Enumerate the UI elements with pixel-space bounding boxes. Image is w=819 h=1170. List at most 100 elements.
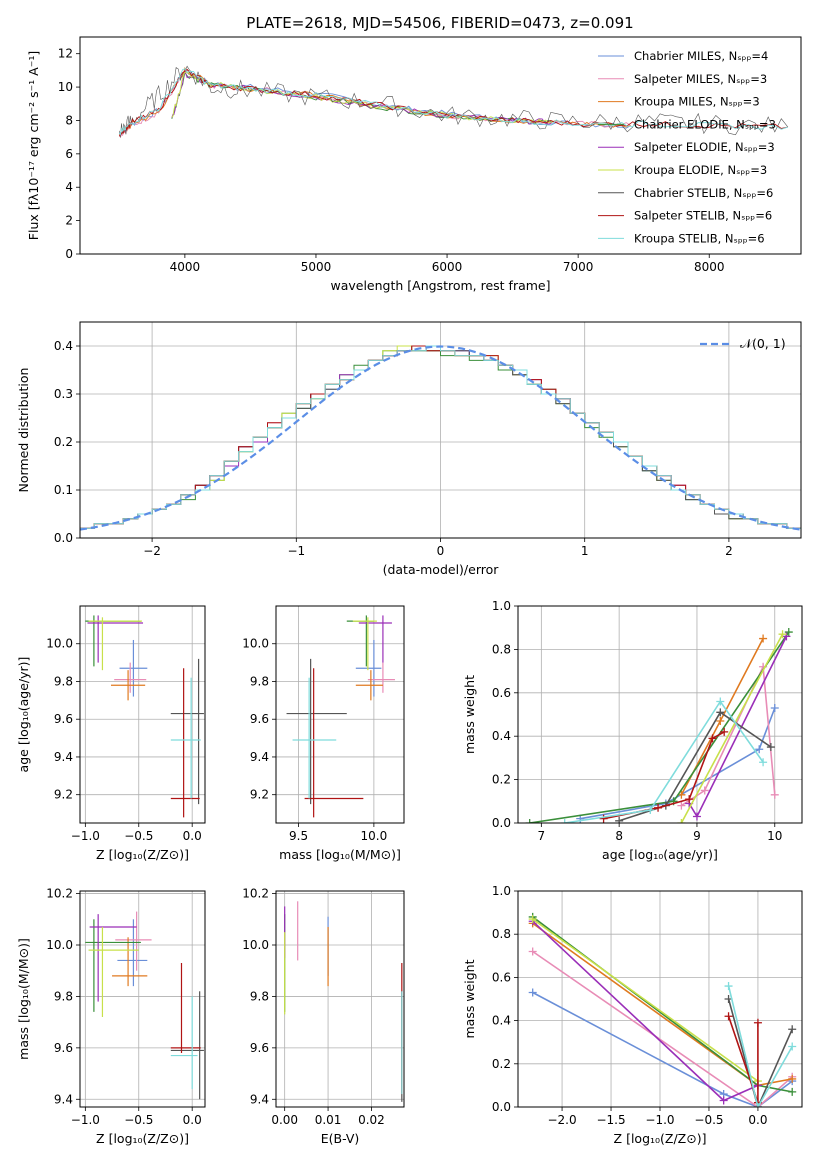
age-vs-mass-panel: 9.5 10.0 9.2 9.4 9.6 9.8 10.0 mass [log₁₀(M/M⊙)… [242,605,405,862]
y-tick-label: 4 [65,180,73,194]
x-tick-label: −1.0 [71,1113,100,1127]
weight-marker [685,795,694,804]
mass-vs-ebv-plot-area [284,901,403,1102]
y-tick-label: 9.2 [250,788,269,802]
y-tick-label: 0.6 [492,970,511,984]
y-tick-label: 0.3 [54,387,73,401]
histogram-kroupa-stelib [80,345,801,529]
axes-frame [517,605,803,824]
errorbar-point-chabrier-miles [355,639,382,697]
y-tick-label: 9.6 [54,712,73,726]
y-tick-label: 9.4 [54,750,73,764]
y-tick-label: 0.0 [492,816,511,830]
errorbar-point-chabrier-stelib [286,658,347,805]
weight-marker [753,1018,762,1027]
weight-marker [700,786,709,795]
x-axis-label: Z [log₁₀(Z/Z⊙)] [96,847,189,862]
errorbar-point-kroupa-miles [112,937,148,987]
y-tick-label: 10.2 [242,887,269,901]
legend-label: Kroupa MILES, Nₛₚₚ=3 [634,95,760,109]
age-vs-mass-plot-area [286,615,395,818]
y-axis-label: age [log₁₀(age/yr)] [16,657,31,773]
spectrum-plot-area [118,65,789,139]
weight-marker [615,816,624,823]
x-tick-label: 6000 [432,260,463,274]
weight-marker [724,982,733,991]
y-tick-label: 2 [65,214,73,228]
y-tick-label: 10.2 [46,887,73,901]
axes-frame [517,890,803,1108]
normal-reference-curve [80,345,801,531]
figure-title: PLATE=2618, MJD=54506, FIBERID=0473, z=0… [246,14,633,32]
weight-marker [646,805,655,814]
y-tick-label: 10 [58,80,73,94]
errorbar-point-kroupa-miles [355,670,383,701]
y-tick-label: 9.8 [250,674,269,688]
y-tick-label: 12 [58,47,73,61]
errorbar-point-kroupa-stelib [170,677,201,799]
y-tick-label: 0.2 [492,773,511,787]
weight-marker [692,812,701,821]
y-tick-label: 6 [65,147,73,161]
y-tick-label: 0.2 [492,1057,511,1071]
residuals-panel: −2 −1 0 1 2 0.0 0.1 0.2 0.3 0.4 (data-model)/error… [16,321,802,577]
legend-label: Chabrier MILES, Nₛₚₚ=4 [634,49,768,63]
errorbar-point-salpeter-stelib [304,668,364,818]
errorbar-point-salpeter-stelib [170,963,201,1053]
errorbar-point-kroupa-stelib [170,996,198,1089]
weight-marker [784,628,793,637]
spectrum-line-salpeter-stelib [118,68,788,137]
y-axis-label: mass [log₁₀(M/M⊙)] [16,938,31,1060]
y-tick-label: 9.2 [54,788,73,802]
weight-marker [716,697,725,706]
weight-marker [708,734,717,743]
y-tick-label: 9.8 [54,989,73,1003]
y-tick-label: 0.2 [54,435,73,449]
x-tick-label: 0.00 [271,1113,298,1127]
weight-marker [677,819,686,823]
errorbar-point-salpeter-miles [367,662,395,693]
y-tick-label: 0.4 [54,339,73,353]
x-tick-label: 1 [581,544,589,558]
weight-marker [719,1096,728,1105]
legend-label: Salpeter ELODIE, Nₛₚₚ=3 [634,140,775,154]
weight-series-chabrier-miles [528,988,797,1107]
y-tick-label: 0.0 [492,1100,511,1114]
legend-label: Kroupa ELODIE, Nₛₚₚ=3 [634,163,767,177]
x-tick-label: 0.0 [748,1113,767,1127]
x-tick-label: −0.5 [694,1113,723,1127]
x-tick-label: −1 [287,544,305,558]
errorbar-point-chabrier-stelib [170,991,204,1100]
y-tick-label: 10.0 [242,637,269,651]
weight-series-chabrier-miles [576,703,779,823]
y-axis-label: Normed distribution [16,368,31,493]
y-tick-label: 0 [65,247,73,261]
axes-frame [79,321,802,539]
legend-label: Kroupa STELIB, Nₛₚₚ=6 [634,231,765,245]
weight-marker [788,1025,797,1034]
x-tick-label: −0.5 [124,829,153,843]
weight-marker [724,1012,733,1021]
errorbar-point-chabrier-miles [117,919,148,987]
weight-marker [654,803,663,812]
weight-marker [599,814,608,823]
spectrum-panel: 4000 5000 6000 7000 8000 0 2 4 6 8 10 12 wavelength … [26,36,802,293]
y-tick-label: 10.0 [46,637,73,651]
y-tick-label: 0.4 [492,1014,511,1028]
weight-marker [716,708,725,717]
weight-series-kroupa-stelib [560,697,768,823]
y-tick-label: 9.6 [250,712,269,726]
legend-label: Salpeter STELIB, Nₛₚₚ=6 [634,209,772,223]
x-tick-label: −1.0 [71,829,100,843]
x-tick-label: −0.5 [124,1113,153,1127]
weight-marker [755,745,764,754]
x-axis-label: (data-model)/error [383,562,500,577]
weight-marker [759,758,768,767]
y-tick-label: 0.4 [492,729,511,743]
errorbar-point-salpeter-elodie [87,615,144,663]
errorbar-point-salpeter-elodie [358,615,392,663]
x-tick-label: −1.0 [645,1113,674,1127]
x-axis-label: age [log₁₀(age/yr)] [602,847,718,862]
y-tick-label: 9.4 [250,750,269,764]
